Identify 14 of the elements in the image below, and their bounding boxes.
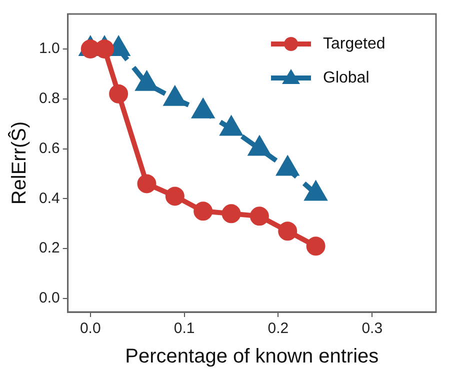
y-axis-title: RelErr(Ŝ) — [8, 121, 31, 205]
legend-label: Targeted — [323, 35, 386, 52]
y-tick-label: 0.6 — [38, 140, 60, 157]
y-tick-label: 0.0 — [38, 290, 60, 307]
x-tick-label: 0.0 — [80, 320, 101, 338]
y-tick-label: 0.4 — [38, 190, 60, 207]
legend-label: Global — [323, 69, 370, 86]
y-tick-label: 0.2 — [38, 240, 60, 257]
y-tick-label: 0.8 — [38, 90, 60, 107]
x-tick-label: 0.3 — [362, 320, 383, 338]
y-tick-label: 1.0 — [38, 40, 60, 58]
x-tick-label: 0.2 — [268, 320, 289, 338]
x-axis-title: Percentage of known entries — [125, 346, 379, 368]
x-tick-label: 0.1 — [174, 320, 195, 338]
